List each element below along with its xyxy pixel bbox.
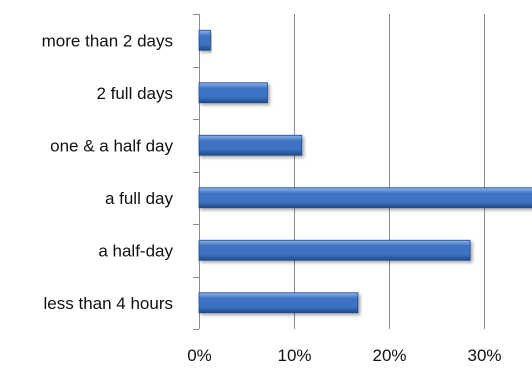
category-labels: more than 2 days 2 full days one & a half …	[42, 31, 174, 313]
category-label: a half-day	[98, 241, 173, 260]
x-tick-label: 0%	[187, 346, 212, 365]
x-tick-label: 30%	[467, 346, 501, 365]
category-label: less than 4 hours	[44, 294, 173, 313]
bar	[198, 82, 268, 104]
x-tick-labels: 0% 10% 20% 30%	[187, 346, 501, 365]
bars	[198, 29, 532, 314]
bar	[198, 134, 303, 156]
x-tick-label: 20%	[372, 346, 406, 365]
category-label: 2 full days	[96, 84, 173, 103]
category-label: a full day	[105, 189, 174, 208]
axes	[193, 14, 200, 330]
gridlines	[294, 14, 485, 329]
bar	[198, 239, 471, 261]
bar	[198, 292, 359, 314]
category-label: one & a half day	[50, 136, 173, 155]
bar	[198, 187, 532, 209]
category-label: more than 2 days	[42, 31, 173, 50]
bar	[198, 29, 211, 51]
x-tick-label: 10%	[277, 346, 311, 365]
